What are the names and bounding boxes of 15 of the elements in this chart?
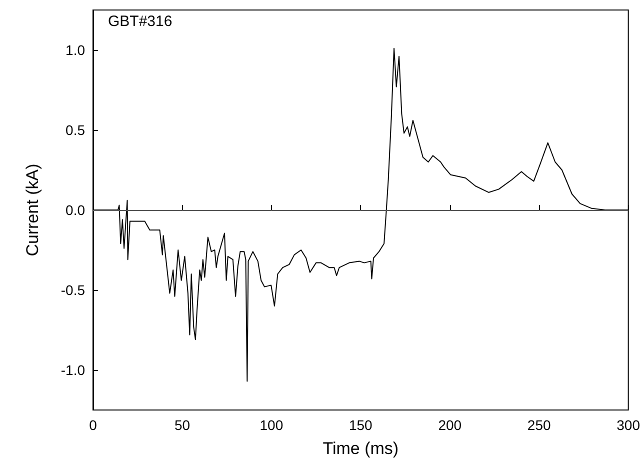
x-tick-label: 150 [348,417,373,433]
x-axis-title: Time (ms) [322,439,399,458]
annotation: GBT#316 [108,13,172,30]
y-tick-label: 1.0 [66,42,86,58]
x-tick-label: 200 [438,417,462,433]
y-tick-label: 0.0 [66,202,86,218]
x-tick-label: 100 [260,417,284,433]
y-axis-title: Current (kA) [23,164,42,256]
y-tick-label: 0.5 [66,122,86,138]
x-tick-label: 0 [89,417,98,433]
y-tick-label: -0.5 [60,282,86,298]
x-tick-label: 300 [616,417,640,433]
x-tick-label: 50 [174,417,190,433]
x-tick-label: 250 [527,417,551,433]
y-tick-label: -1.0 [60,362,86,378]
